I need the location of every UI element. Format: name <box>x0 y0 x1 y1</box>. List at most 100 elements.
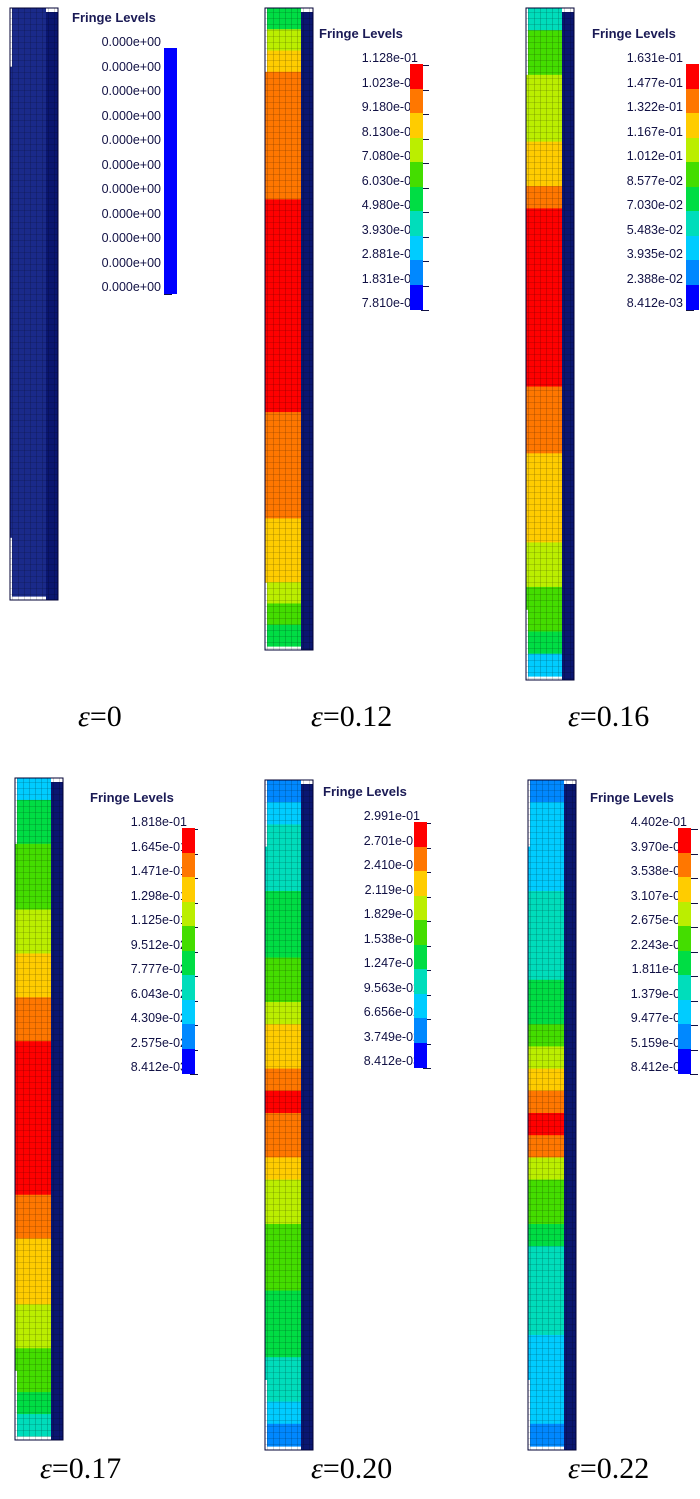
legend-swatch <box>410 137 423 163</box>
epsilon-symbol: ε <box>568 1452 580 1485</box>
legend-tick-label: 8.412e-03 <box>131 1059 198 1075</box>
specimen-mesh <box>265 780 313 1450</box>
legend-tick-label: 1.831e-02 <box>362 271 429 287</box>
legend-tick-label: 1.128e-01 <box>362 50 429 66</box>
legend-title: Fringe Levels <box>90 790 174 805</box>
legend-tick-label: 2.881e-02 <box>362 246 429 262</box>
legend-swatch <box>410 235 423 261</box>
legend-swatch <box>414 1018 427 1043</box>
legend-tick-label: 0.000e+00 <box>102 230 172 246</box>
legend-tick-label: 1.167e-01 <box>627 124 694 140</box>
legend-swatch <box>414 1042 427 1068</box>
legend-swatch <box>686 186 699 212</box>
legend-swatch <box>678 877 691 902</box>
legend-swatch <box>164 97 177 122</box>
specimen-outline <box>9 7 59 601</box>
legend-swatch <box>686 235 699 261</box>
legend-swatch <box>410 284 423 310</box>
legend-tick-label: 0.000e+00 <box>102 59 172 75</box>
legend-swatch <box>686 137 699 163</box>
legend-tick-label: 4.980e-02 <box>362 197 429 213</box>
legend-swatch <box>182 950 195 976</box>
legend-swatch <box>182 999 195 1025</box>
legend-tick-label: 6.043e-02 <box>131 986 198 1002</box>
legend-tick-label: 1.012e-01 <box>627 148 694 164</box>
legend-tick-label: 8.130e-02 <box>362 124 429 140</box>
legend-tick-label: 3.538e-01 <box>631 863 698 879</box>
legend-tick-label: 8.412e-03 <box>364 1053 431 1069</box>
legend-swatch <box>686 88 699 114</box>
legend-swatch <box>182 852 195 878</box>
legend-tick-label: 1.631e-01 <box>627 50 694 66</box>
panel-strain-0-12: Fringe Levels 1.128e-01 1.023e-01 9.180e-0… <box>233 0 466 749</box>
legend-tick-label: 3.930e-02 <box>362 222 429 238</box>
legend-tick-label: 2.701e-01 <box>364 833 431 849</box>
legend-swatch <box>414 871 427 896</box>
legend-swatch <box>678 999 691 1025</box>
legend-swatch <box>182 828 195 853</box>
legend-tick-label: 0.000e+00 <box>102 83 172 99</box>
strain-value: =0 <box>89 700 122 733</box>
legend-swatch <box>414 846 427 872</box>
legend-tick-label: 1.298e-01 <box>131 888 198 904</box>
legend-tick-label: 0.000e+00 <box>102 108 172 124</box>
legend-tick-label: 0.000e+00 <box>102 279 172 295</box>
legend-swatch <box>678 950 691 976</box>
specimen-bar <box>527 779 577 1451</box>
epsilon-symbol: ε <box>311 700 323 733</box>
specimen-mesh <box>10 8 58 600</box>
specimen-mesh <box>15 778 63 1440</box>
legend-swatch <box>410 211 423 236</box>
legend-tick-label: 3.935e-02 <box>627 246 694 262</box>
strain-value: =0.17 <box>51 1452 122 1485</box>
legend-swatch <box>182 926 195 951</box>
specimen-outline <box>525 7 575 681</box>
specimen-bar <box>9 7 59 601</box>
legend-tick-label: 1.322e-01 <box>627 99 694 115</box>
legend-swatch <box>164 170 177 196</box>
legend-swatch <box>164 48 177 73</box>
legend-swatch <box>410 88 423 114</box>
legend-swatch <box>678 901 691 927</box>
legend-tick-label: 1.477e-01 <box>627 75 694 91</box>
legend-swatch <box>164 146 177 171</box>
strain-caption: ε=0.17 <box>40 1452 121 1486</box>
strain-caption: ε=0 <box>78 700 122 734</box>
legend-swatch <box>686 64 699 89</box>
legend-swatch <box>678 852 691 878</box>
legend-tick-label: 0.000e+00 <box>102 206 172 222</box>
legend-swatch <box>414 993 427 1019</box>
legend-tick-label: 0.000e+00 <box>102 157 172 173</box>
legend-tick-label: 0.000e+00 <box>102 34 172 50</box>
strain-caption: ε=0.16 <box>568 700 649 734</box>
legend-swatch <box>164 72 177 98</box>
legend-tick-label: 3.107e-01 <box>631 888 698 904</box>
legend-tick-label: 1.818e-01 <box>131 814 198 830</box>
specimen-mesh <box>265 8 313 650</box>
epsilon-symbol: ε <box>40 1452 52 1485</box>
legend-tick-label: 6.656e-02 <box>364 1004 431 1020</box>
panel-strain-0-17: Fringe Levels 1.818e-01 1.645e-01 1.471e-0… <box>0 750 233 1499</box>
legend-tick-label: 9.512e-02 <box>131 937 198 953</box>
legend-swatch <box>182 1024 195 1049</box>
legend-title: Fringe Levels <box>323 784 407 799</box>
legend-tick-label: 2.388e-02 <box>627 271 694 287</box>
legend-tick-label: 1.645e-01 <box>131 839 198 855</box>
legend-swatch <box>686 113 699 138</box>
legend-tick-label: 1.023e-01 <box>362 75 429 91</box>
specimen-outline <box>264 779 314 1451</box>
legend-swatch <box>678 926 691 951</box>
legend-swatch <box>164 244 177 269</box>
specimen-bar <box>14 777 64 1441</box>
legend-swatch <box>414 822 427 847</box>
specimen-outline <box>527 779 577 1451</box>
legend-tick-label: 0.000e+00 <box>102 181 172 197</box>
legend-tick-label: 0.000e+00 <box>102 255 172 271</box>
specimen-bar <box>264 779 314 1451</box>
legend-swatch <box>410 186 423 212</box>
strain-value: =0.16 <box>579 700 650 733</box>
legend-swatch <box>414 895 427 921</box>
legend-swatch <box>182 901 195 927</box>
legend-tick-label: 0.000e+00 <box>102 132 172 148</box>
legend-tick-label: 3.749e-02 <box>364 1029 431 1045</box>
